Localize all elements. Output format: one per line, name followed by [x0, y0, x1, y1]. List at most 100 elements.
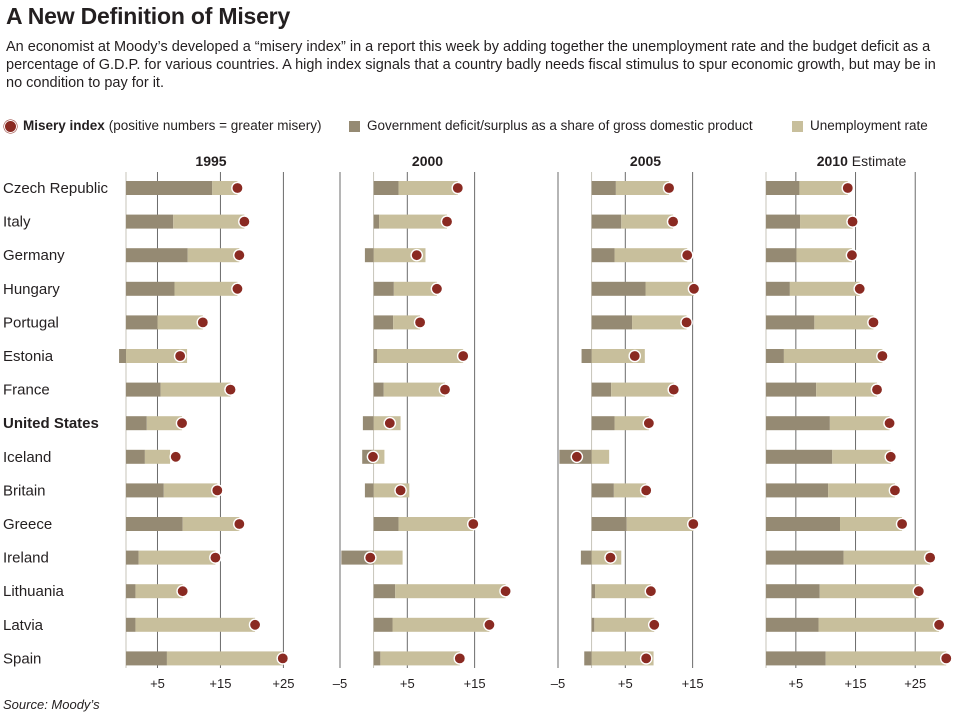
misery-dot: [870, 383, 884, 396]
misery-dot: [176, 584, 189, 598]
deficit-bar: [591, 483, 614, 498]
misery-dot: [276, 652, 290, 665]
deficit-bar: [364, 248, 374, 263]
misery-dot: [642, 416, 656, 430]
unemployment-bar: [212, 181, 238, 195]
deficit-bar: [362, 416, 374, 431]
deficit-bar: [766, 517, 841, 531]
unemployment-bar: [818, 617, 940, 632]
deficit-bar: [591, 315, 633, 330]
misery-dot: [233, 517, 246, 531]
unemployment-bar: [591, 449, 610, 464]
misery-dot: [173, 349, 187, 363]
deficit-bar: [126, 550, 139, 565]
tick-label: +5: [400, 676, 415, 691]
legend-misery-label: Misery index: [23, 118, 105, 133]
tick-label: +5: [788, 676, 803, 691]
misery-dot: [430, 282, 444, 296]
unemployment-bar: [173, 214, 245, 229]
deficit-bar: [591, 517, 627, 531]
unemployment-bar: [828, 483, 895, 498]
deficit-bar: [591, 281, 646, 296]
unemployment-bar: [613, 483, 647, 498]
unemployment-bar: [395, 584, 506, 599]
country-label: Italy: [3, 214, 31, 231]
misery-dot: [451, 181, 465, 195]
unemployment-bar: [379, 214, 448, 229]
deficit-bar: [584, 651, 592, 666]
deficit-bar: [126, 449, 145, 464]
unemployment-bar: [187, 248, 240, 263]
unemployment-bar: [373, 550, 403, 565]
unemployment-bar: [819, 584, 919, 599]
misery-dot: [175, 416, 189, 430]
tick-label: –5: [551, 676, 565, 691]
misery-dot: [224, 383, 237, 396]
unemployment-bar: [380, 651, 460, 666]
unemployment-bar: [398, 181, 458, 195]
legend-unemployment-label: Unemployment rate: [810, 118, 928, 133]
deficit-bar: [126, 651, 167, 666]
misery-dot: [853, 282, 867, 296]
unemployment-bar: [398, 517, 474, 531]
unemployment-bar: [174, 281, 238, 296]
tick-label: –5: [333, 676, 347, 691]
misery-dot: [895, 517, 909, 531]
unemployment-bar: [799, 181, 848, 195]
misery-dot: [644, 584, 658, 598]
unemployment-swatch-icon: [792, 120, 803, 132]
misery-dot: [639, 484, 653, 497]
unemployment-bar: [182, 517, 240, 531]
misery-dot: [604, 551, 617, 564]
misery-dot: [570, 450, 584, 464]
misery-dot: [841, 181, 855, 195]
deficit-bar: [373, 517, 399, 531]
misery-dot: [210, 484, 224, 497]
unemployment-bar: [800, 214, 853, 229]
unemployment-bar: [829, 416, 890, 431]
misery-dot: [846, 215, 859, 228]
legend-deficit: Government deficit/surplus as a share of…: [349, 116, 753, 136]
deficit-swatch-icon: [349, 120, 360, 132]
unemployment-bar: [392, 617, 490, 632]
misery-dot: [680, 248, 694, 262]
misery-dot: [233, 248, 246, 262]
misery-dot: [169, 450, 183, 464]
country-label: Ireland: [3, 550, 49, 567]
tick-label: +5: [618, 676, 633, 691]
misery-dot: [686, 517, 700, 531]
deficit-bar: [766, 181, 800, 195]
unemployment-bar: [832, 449, 891, 464]
legend: Misery index (positive numbers = greater…: [4, 116, 956, 136]
unemployment-bar: [789, 281, 860, 296]
unemployment-bar: [615, 181, 670, 195]
unemployment-bar: [591, 651, 654, 666]
deficit-bar: [766, 449, 833, 464]
misery-dot: [883, 416, 896, 430]
deficit-bar: [126, 382, 161, 397]
deficit-bar: [766, 382, 817, 397]
deficit-bar: [364, 483, 374, 498]
unemployment-bar: [160, 382, 231, 397]
misery-dot: [394, 484, 407, 497]
unemployment-bar: [614, 416, 649, 431]
unemployment-bar: [614, 248, 688, 263]
panel-year-label: 2000: [412, 153, 443, 169]
unemployment-bar: [816, 382, 878, 397]
unemployment-bar: [595, 584, 651, 599]
misery-dot: [196, 316, 210, 329]
unemployment-bar: [146, 416, 183, 431]
tick-label: +25: [904, 676, 926, 691]
deficit-bar: [119, 349, 126, 363]
tick-label: +25: [272, 676, 294, 691]
tick-label: +15: [209, 676, 231, 691]
deficit-bar: [766, 651, 826, 666]
legend-misery-note: (positive numbers = greater misery): [108, 118, 322, 133]
country-label: Greece: [3, 516, 52, 533]
misery-dot: [456, 349, 470, 363]
misery-dot: [628, 349, 642, 363]
unemployment-bar: [796, 248, 852, 263]
misery-dot: [939, 652, 953, 665]
misery-dot: [209, 551, 222, 564]
